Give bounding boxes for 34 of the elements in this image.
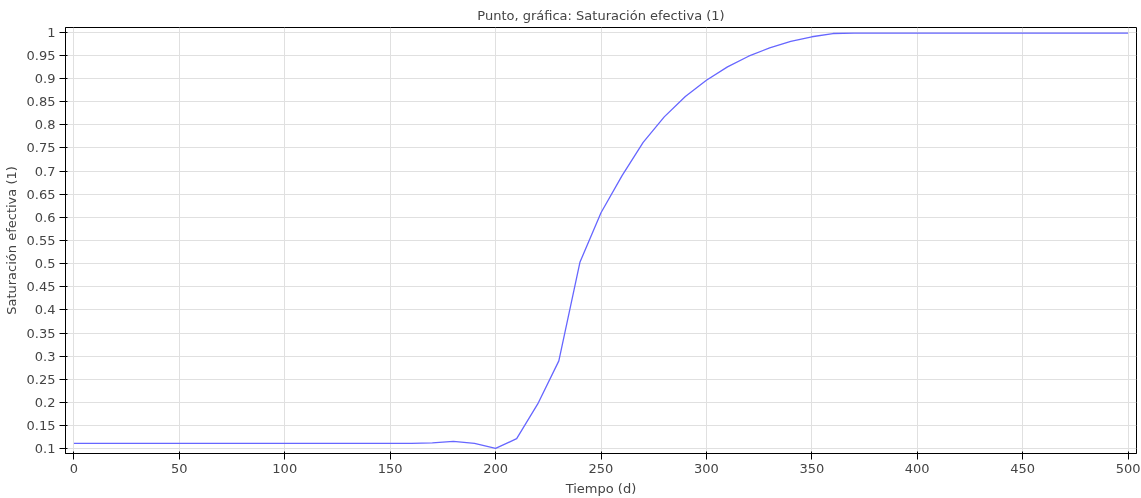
x-tick-label: 250 [588, 460, 614, 476]
y-tick-label: 0.85 [26, 94, 56, 110]
x-tick-label: 350 [799, 460, 825, 476]
y-tick-label: 0.9 [34, 70, 56, 86]
y-tick-label: 1 [47, 24, 56, 40]
y-tick-label: 0.8 [34, 117, 56, 133]
x-tick-label: 450 [1010, 460, 1036, 476]
line-series [73, 32, 1129, 450]
x-tick-label: 100 [272, 460, 298, 476]
y-tick-label: 0.5 [34, 256, 56, 272]
y-tick-label: 0.6 [34, 209, 56, 225]
y-tick-label: 0.45 [26, 279, 56, 295]
y-tick-label: 0.4 [34, 302, 56, 318]
y-tick-label: 0.3 [34, 348, 56, 364]
x-axis-title: Tiempo (d) [564, 480, 637, 496]
y-tick-label: 0.1 [34, 441, 56, 457]
x-tick-label: 300 [694, 460, 719, 476]
x-tick-label: 50 [171, 460, 188, 476]
chart-title: Punto, gráfica: Saturación efectiva (1) [477, 7, 725, 23]
y-tick-label: 0.7 [34, 163, 56, 179]
y-tick-label: 0.25 [26, 371, 56, 387]
y-tick-label: 0.65 [26, 186, 56, 202]
y-tick-label: 0.75 [26, 140, 56, 156]
x-tick-label: 0 [69, 460, 79, 476]
y-tick-label: 0.55 [26, 233, 56, 248]
x-tick-label: 200 [483, 460, 509, 476]
x-tick-label: 500 [1115, 460, 1141, 476]
x-tick-label: 150 [377, 460, 403, 476]
y-tick-label: 0.95 [26, 47, 56, 63]
y-tick-label: 0.35 [26, 325, 56, 341]
y-axis-title: Saturación efectiva (1) [3, 166, 19, 315]
x-tick-label: 400 [904, 460, 930, 476]
y-tick-label: 0.2 [34, 395, 56, 411]
y-tick-label: 0.15 [26, 418, 56, 434]
